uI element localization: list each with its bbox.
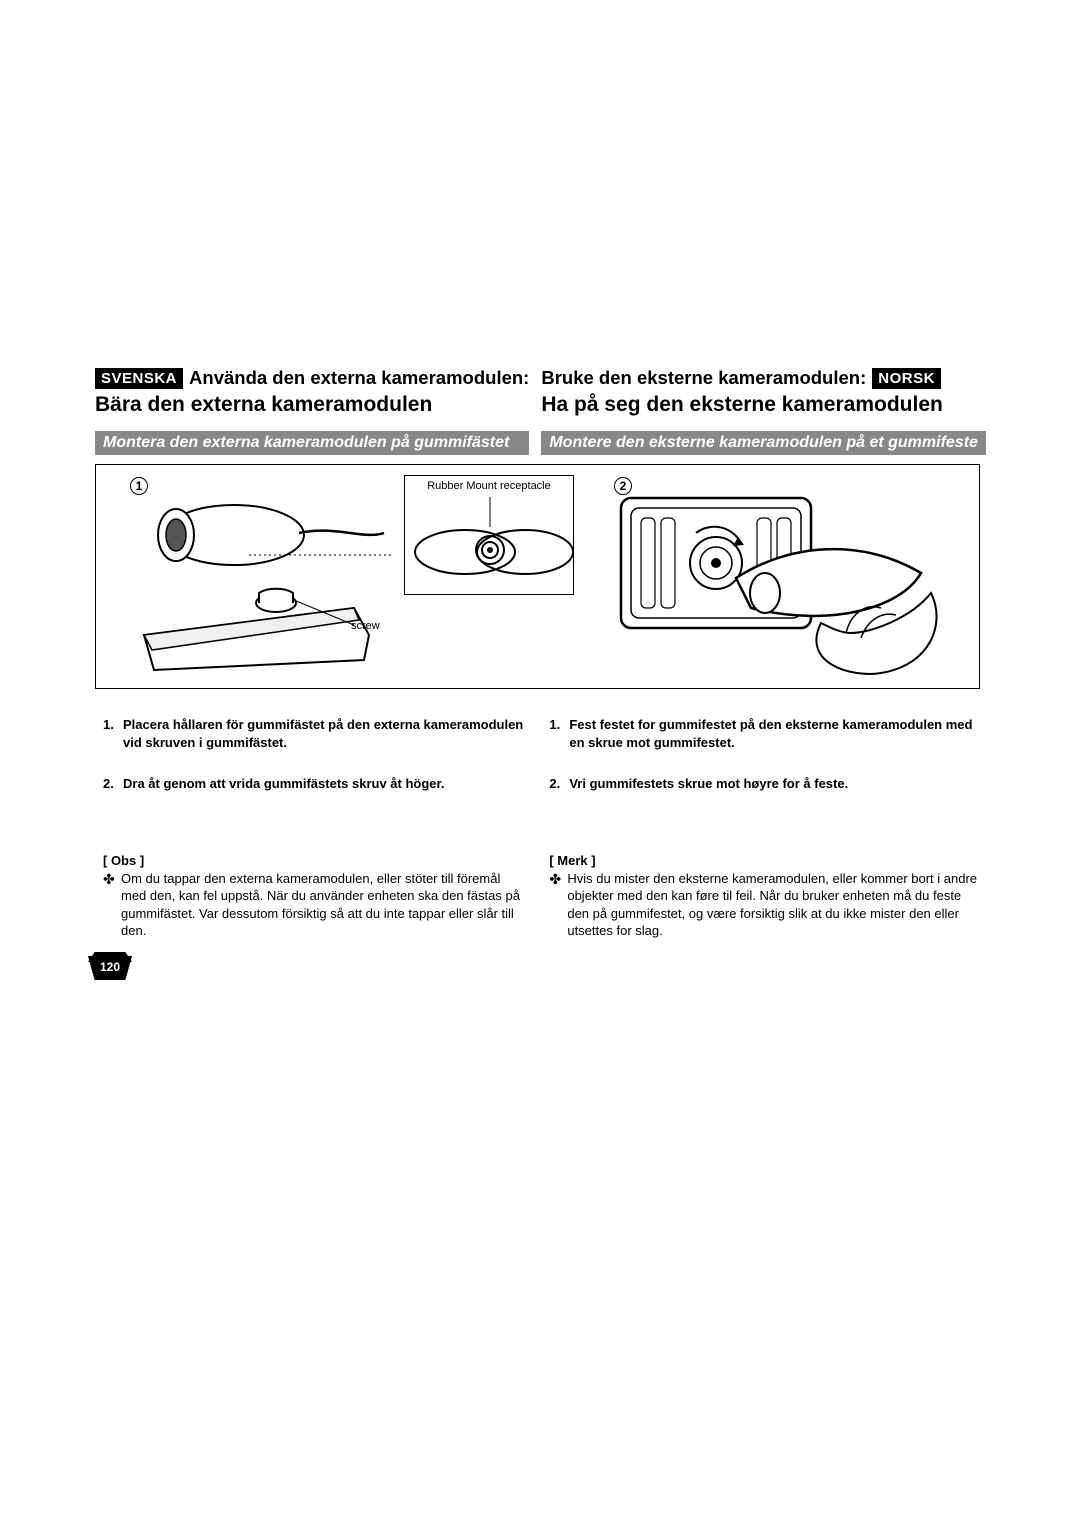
right-step-2: 2. Vri gummifestets skrue mot høyre for …	[549, 775, 980, 793]
left-note-body: ✤ Om du tappar den externa kameramodulen…	[95, 870, 529, 940]
note-text: Hvis du mister den eksterne kameramodule…	[567, 870, 982, 940]
inset-detail-box: Rubber Mount receptacle	[404, 475, 574, 595]
right-heading-1: Bruke den eksterne kameramodulen:	[541, 367, 866, 389]
step-text: Placera hållaren för gummifästet på den …	[123, 716, 523, 751]
bullet-icon: ✤	[103, 870, 121, 940]
step-text: Fest festet for gummifestet på den ekste…	[569, 716, 980, 751]
screw-label: screw	[351, 620, 380, 632]
note-text: Om du tappar den externa kameramodulen, …	[121, 870, 525, 940]
camera-module-illustration-2	[601, 483, 961, 683]
step-number: 1.	[549, 716, 569, 751]
step-number: 2.	[549, 775, 569, 793]
step-text: Vri gummifestets skrue mot høyre for å f…	[569, 775, 848, 793]
left-step-2: 2. Dra åt genom att vrida gummifästets s…	[103, 775, 523, 793]
bullet-icon: ✤	[549, 870, 567, 940]
left-note-label: [ Obs ]	[95, 853, 529, 868]
step-number: 1.	[103, 716, 123, 751]
inset-label: Rubber Mount receptacle	[405, 476, 573, 492]
camera-module-illustration-1	[114, 485, 394, 680]
figure-box: 1 2 Rubber Mount receptacle	[95, 464, 980, 689]
left-steps: 1. Placera hållaren för gummifästet på d…	[95, 716, 529, 793]
right-subhead: Montere den eksterne kameramodulen på et…	[541, 431, 986, 455]
right-heading-2: Ha på seg den eksterne kameramodulen	[541, 393, 986, 417]
right-step-1: 1. Fest festet for gummifestet på den ek…	[549, 716, 980, 751]
svenska-badge: SVENSKA	[95, 368, 183, 389]
left-heading-1: Använda den externa kameramodulen:	[189, 367, 529, 389]
left-heading-2: Bära den externa kameramodulen	[95, 393, 529, 417]
rubber-mount-inset-illustration	[405, 492, 575, 587]
page-content: SVENSKA Använda den externa kameramodule…	[95, 366, 985, 940]
step-text: Dra åt genom att vrida gummifästets skru…	[123, 775, 444, 793]
left-header-line: SVENSKA Använda den externa kameramodule…	[95, 366, 529, 390]
right-note-body: ✤ Hvis du mister den eksterne kameramodu…	[541, 870, 986, 940]
page-number: 120	[88, 960, 132, 974]
page-number-badge: 120	[88, 952, 132, 982]
norsk-badge: NORSK	[872, 368, 941, 389]
right-steps: 1. Fest festet for gummifestet på den ek…	[541, 716, 986, 793]
left-subhead: Montera den externa kameramodulen på gum…	[95, 431, 529, 455]
step-number: 2.	[103, 775, 123, 793]
left-step-1: 1. Placera hållaren för gummifästet på d…	[103, 716, 523, 751]
right-note-label: [ Merk ]	[541, 853, 986, 868]
right-header-line: Bruke den eksterne kameramodulen: NORSK	[541, 366, 986, 390]
